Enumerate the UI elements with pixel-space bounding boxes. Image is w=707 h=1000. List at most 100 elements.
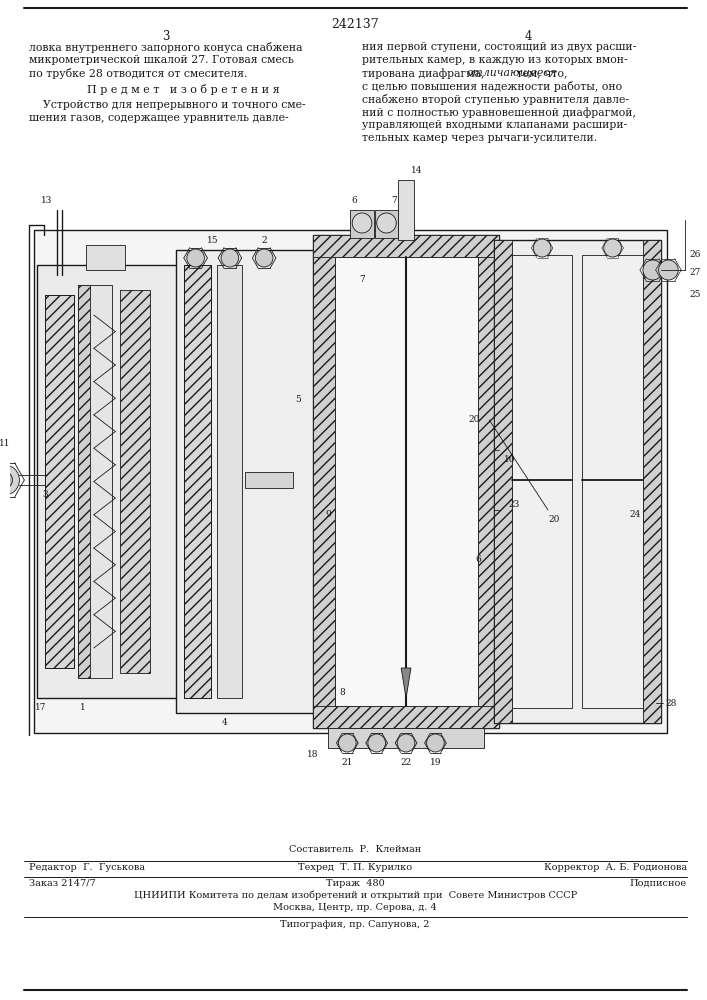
Text: Тираж  480: Тираж 480 (326, 879, 385, 888)
Text: 2: 2 (262, 236, 267, 245)
Text: ловка внутреннего запорного конуса снабжена: ловка внутреннего запорного конуса снабж… (29, 42, 303, 53)
Bar (313, 235, 499, 257)
Text: Заказ 2147/7: Заказ 2147/7 (29, 879, 96, 888)
Text: 24: 24 (630, 510, 641, 519)
Text: 22: 22 (400, 758, 411, 767)
Circle shape (397, 734, 415, 752)
Circle shape (0, 465, 19, 495)
Bar (34, 230, 667, 733)
Text: 20: 20 (468, 416, 479, 424)
Text: 21: 21 (341, 758, 353, 767)
Text: тем, что,: тем, что, (513, 68, 567, 78)
Text: 7: 7 (359, 275, 365, 284)
Circle shape (221, 249, 239, 267)
Text: 17: 17 (35, 703, 47, 712)
Text: Редактор  Г.  Гуськова: Редактор Г. Гуськова (29, 863, 145, 872)
Circle shape (604, 239, 621, 257)
Text: 26: 26 (690, 250, 701, 259)
Bar (245, 472, 293, 488)
Bar (328, 728, 484, 748)
Text: ЦНИИПИ Комитета по делам изобретений и открытий при  Совете Министров СССР: ЦНИИПИ Комитета по делам изобретений и о… (134, 891, 577, 900)
Text: 14: 14 (411, 166, 423, 175)
Text: рительных камер, в каждую из которых вмон-: рительных камер, в каждую из которых вмо… (362, 55, 628, 65)
Text: 4: 4 (222, 718, 228, 727)
Text: Подписное: Подписное (630, 879, 687, 888)
Text: 25: 25 (690, 290, 701, 299)
Text: ния первой ступени, состоящий из двух расши-: ния первой ступени, состоящий из двух ра… (362, 42, 636, 52)
Text: 10: 10 (504, 456, 515, 464)
Text: 13: 13 (41, 196, 53, 205)
Circle shape (368, 734, 385, 752)
Text: 19: 19 (430, 758, 441, 767)
Bar (78, 285, 112, 678)
Text: Устройство для непрерывного и точного сме-: Устройство для непрерывного и точного см… (29, 100, 306, 110)
Text: по трубке 28 отводится от смесителя.: по трубке 28 отводится от смесителя. (29, 68, 247, 79)
Circle shape (426, 734, 444, 752)
Text: шения газов, содержащее уравнитель давле-: шения газов, содержащее уравнитель давле… (29, 113, 289, 123)
Bar (29, 215, 685, 745)
Text: 20: 20 (548, 515, 559, 524)
Bar (120, 290, 150, 673)
Text: 3: 3 (42, 490, 47, 499)
Bar (37, 265, 181, 698)
Bar (494, 240, 512, 723)
Text: Техред  Т. П. Курилко: Техред Т. П. Курилко (298, 863, 412, 872)
Circle shape (0, 472, 13, 488)
Text: снабжено второй ступенью уравнителя давле-: снабжено второй ступенью уравнителя давл… (362, 94, 629, 105)
Text: 18: 18 (306, 750, 318, 759)
Text: П р е д м е т   и з о б р е т е н и я: П р е д м е т и з о б р е т е н и я (86, 84, 279, 95)
Text: 8: 8 (339, 688, 345, 697)
Circle shape (187, 249, 204, 267)
Bar (78, 285, 90, 678)
Circle shape (255, 249, 273, 267)
Text: Корректор  А. Б. Родионова: Корректор А. Б. Родионова (544, 863, 687, 872)
Bar (398, 180, 414, 240)
Text: с целью повышения надежности работы, оно: с целью повышения надежности работы, оно (362, 81, 622, 92)
Circle shape (352, 213, 372, 233)
Text: 23: 23 (509, 500, 520, 509)
Text: Составитель  Р.  Клейман: Составитель Р. Клейман (289, 845, 421, 854)
Text: Москва, Центр, пр. Серова, д. 4: Москва, Центр, пр. Серова, д. 4 (274, 903, 437, 912)
Bar (45, 295, 74, 668)
Text: микрометрической шкалой 27. Готовая смесь: микрометрической шкалой 27. Готовая смес… (29, 55, 294, 65)
Text: 11: 11 (0, 439, 11, 448)
Bar (512, 255, 573, 708)
Text: 6: 6 (351, 196, 357, 205)
Bar (217, 265, 242, 698)
Text: 1: 1 (80, 703, 86, 712)
Text: 6: 6 (476, 556, 481, 564)
Bar (583, 255, 643, 708)
Bar (375, 210, 398, 238)
Bar (184, 265, 211, 698)
Bar (86, 245, 125, 270)
Text: 9: 9 (325, 510, 331, 519)
Text: тирована диафрагма,: тирована диафрагма, (362, 68, 488, 79)
Text: ний с полностью уравновешенной диафрагмой,: ний с полностью уравновешенной диафрагмо… (362, 107, 636, 118)
Circle shape (377, 213, 396, 233)
Bar (313, 235, 334, 728)
Text: 15: 15 (207, 236, 219, 245)
Bar (477, 235, 499, 728)
Bar (494, 240, 660, 723)
Circle shape (659, 260, 678, 280)
Bar (45, 295, 74, 668)
Bar (334, 257, 477, 706)
Polygon shape (401, 668, 411, 698)
Bar (313, 235, 499, 728)
Text: Типография, пр. Сапунова, 2: Типография, пр. Сапунова, 2 (281, 920, 430, 929)
Bar (176, 250, 318, 713)
Text: 3: 3 (163, 30, 170, 43)
Text: 28: 28 (665, 698, 677, 708)
Bar (313, 706, 499, 728)
Text: 7: 7 (392, 196, 397, 205)
Text: 242137: 242137 (332, 18, 379, 31)
Text: 4: 4 (525, 30, 532, 43)
Bar (643, 240, 660, 723)
Bar (184, 265, 211, 698)
Text: отличающееся: отличающееся (467, 68, 557, 78)
Circle shape (533, 239, 551, 257)
Text: 5: 5 (296, 395, 301, 404)
Circle shape (339, 734, 356, 752)
Text: тельных камер через рычаги-усилители.: тельных камер через рычаги-усилители. (362, 133, 597, 143)
Bar (350, 210, 374, 238)
